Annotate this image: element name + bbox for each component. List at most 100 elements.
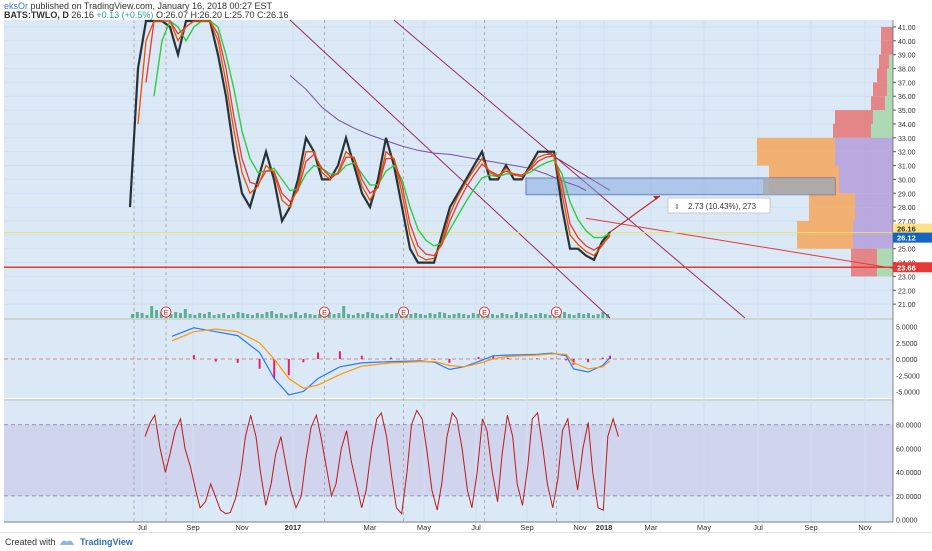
- main-panel: [4, 20, 893, 318]
- volume-bar: [495, 315, 499, 318]
- symbol: BATS:TWLO, D: [4, 10, 69, 20]
- macd-tick-label: -2.5000: [896, 373, 920, 380]
- volume-bar: [529, 315, 533, 318]
- volume-bar: [332, 314, 336, 318]
- volume-bar: [534, 314, 538, 318]
- macd-histogram-bar: [302, 359, 305, 363]
- price-tick-label: 27.00: [898, 219, 916, 226]
- volume-profile-up: [873, 82, 887, 97]
- time-tick-label: Jul: [137, 523, 147, 532]
- volume-bar: [428, 313, 432, 318]
- price-tick-label: 32.00: [898, 150, 916, 157]
- price-tick-label: 39.00: [898, 53, 916, 60]
- volume-bar: [135, 312, 139, 318]
- measure-box: [667, 197, 771, 214]
- earnings-marker-label: E: [482, 310, 487, 317]
- volume-profile-up: [757, 137, 835, 152]
- volume-bar: [294, 312, 298, 318]
- volume-profile-down: [855, 207, 893, 221]
- macd-histogram-bar: [390, 357, 392, 359]
- volume-bar: [515, 312, 518, 318]
- tradingview-brand[interactable]: TradingView: [80, 537, 133, 547]
- volume-bar: [548, 315, 552, 318]
- volume-profile-up: [809, 193, 855, 208]
- macd-indicator: [171, 327, 611, 396]
- macd-tick-label: -5.0000: [896, 390, 920, 397]
- volume-profile: [757, 26, 893, 277]
- earnings-marker-label: E: [322, 310, 327, 317]
- stoch-tick-label: 60.0000: [896, 446, 921, 453]
- channel-lower-line: [289, 19, 611, 319]
- macd-histogram-bar: [287, 359, 290, 376]
- volume-bar: [289, 314, 293, 318]
- price-tick-label: 37.00: [898, 80, 916, 87]
- price-tick-label: 31.00: [898, 164, 916, 171]
- sma-long-line: [289, 75, 587, 191]
- volume-bar: [500, 313, 504, 318]
- volume-profile-down: [889, 54, 893, 69]
- stoch-band: [4, 424, 893, 496]
- volume-bar: [155, 310, 158, 318]
- macd-histogram-bar: [258, 359, 261, 369]
- volume-profile-down: [873, 110, 893, 124]
- volume-bar: [275, 314, 278, 318]
- volume-profile-up: [877, 68, 887, 83]
- time-tick-label: Jul: [753, 523, 763, 532]
- time-tick-label: 2018: [596, 523, 613, 532]
- stoch-line: [144, 409, 619, 515]
- time-tick-label: Sep: [804, 523, 817, 532]
- stochastic-indicator: [144, 409, 619, 515]
- chart-canvas[interactable]: 2.73 (10.43%), 273 ⇕ E E E E E 41.00 40.00 39.0…: [0, 0, 932, 532]
- time-tick-label: Sep: [520, 523, 533, 532]
- volume-bar: [203, 314, 206, 318]
- publish-text: published on TradingView.com, January 16…: [30, 1, 273, 11]
- volume-profile-down: [885, 96, 893, 111]
- volume-profile-up: [835, 110, 873, 124]
- target-line: [585, 217, 894, 269]
- volume-bar: [241, 313, 245, 318]
- price-tick-label: 23.00: [898, 274, 916, 281]
- volume-bar: [342, 306, 346, 318]
- price-tick-label: 35.00: [898, 108, 916, 115]
- ohlc-values: O:26.07 H:26.20 L:25.70 C:26.16: [155, 10, 289, 20]
- volume-bar: [467, 315, 470, 318]
- panel-backgrounds: [4, 20, 893, 522]
- macd-histogram-bar: [360, 355, 363, 359]
- publish-line: eksOr published on TradingView.com, Janu…: [4, 1, 272, 11]
- volume-profile-down: [839, 165, 893, 180]
- author-link[interactable]: eksOr: [4, 1, 29, 11]
- volume-bar: [423, 315, 427, 318]
- price-tick-label: 29.00: [898, 191, 916, 198]
- volume-bar: [366, 312, 370, 318]
- volume-profile-up: [757, 151, 835, 166]
- volume-profile-down: [839, 179, 893, 194]
- macd-tick-label: 0.0000: [896, 357, 918, 364]
- ema-mid-line: [145, 20, 611, 257]
- price-tick-label: 30.00: [898, 177, 916, 184]
- volume-bar: [539, 313, 542, 318]
- volume-bar: [222, 313, 226, 318]
- volume-bar: [510, 315, 514, 318]
- earnings-marker-label: E: [554, 310, 559, 317]
- volume-bar: [217, 314, 221, 318]
- volume-profile-up: [809, 207, 855, 221]
- volume-bar: [572, 315, 576, 318]
- volume-bar: [433, 314, 437, 318]
- ema-slow-line: [153, 19, 611, 247]
- stoch-tick-label: 40.0000: [896, 470, 921, 477]
- time-tick-label: Nov: [573, 523, 587, 532]
- volume-bar: [385, 313, 389, 318]
- macd-histogram-bar: [587, 359, 590, 363]
- time-tick-label: 2017: [285, 523, 302, 532]
- volume-bar: [198, 313, 202, 318]
- volume-bar: [476, 314, 480, 318]
- volume-profile-down: [835, 151, 893, 166]
- volume-bar: [313, 315, 317, 318]
- projection-arrow-head: [653, 196, 660, 201]
- earnings-marker-icon: [478, 306, 490, 318]
- stoch-tick-label: 20.0000: [896, 494, 921, 501]
- volume-bar: [371, 313, 374, 318]
- volume-bar: [409, 314, 413, 318]
- macd-histogram-bar: [192, 355, 195, 359]
